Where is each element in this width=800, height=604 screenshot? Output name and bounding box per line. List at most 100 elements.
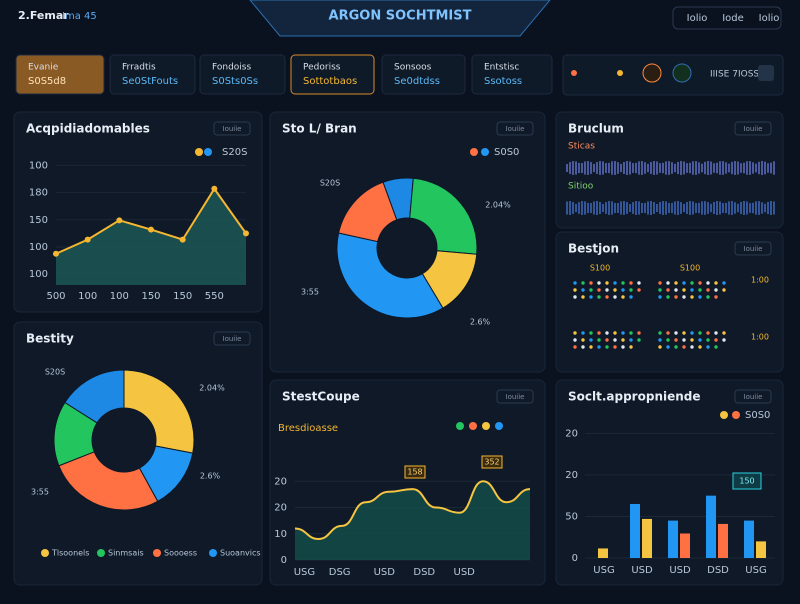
dot: [674, 338, 678, 342]
dot: [589, 281, 593, 285]
bar: [598, 548, 608, 558]
dot: [637, 331, 641, 335]
dot: [690, 288, 694, 292]
dot: [629, 295, 633, 299]
dot: [706, 331, 710, 335]
status-label: IIISE 7IOSSE: [710, 70, 765, 80]
dot: [597, 288, 601, 292]
legend-swatch: [456, 422, 464, 430]
panel-button[interactable]: [734, 389, 772, 404]
kpi-card[interactable]: [290, 54, 375, 95]
dot: [637, 281, 641, 285]
header-button[interactable]: Iolio: [759, 13, 780, 24]
status-dot: [571, 70, 577, 76]
dot-label: S100: [590, 264, 610, 273]
dot: [698, 281, 702, 285]
segment-label: S20S: [45, 368, 65, 377]
panel-button-label: Iouiie: [506, 125, 525, 133]
panel: [269, 111, 546, 373]
kpi-value: S0S5d8: [28, 76, 66, 87]
segment-label: 2.04%: [199, 384, 225, 393]
kpi-label: Frradtis: [122, 63, 156, 73]
status-icon[interactable]: [642, 63, 662, 83]
dot: [714, 295, 718, 299]
callout: [404, 465, 426, 479]
legend-label: S0S0: [745, 410, 770, 421]
panel-button[interactable]: [213, 121, 251, 136]
dot: [573, 288, 577, 292]
bar: [718, 523, 728, 558]
kpi-label: Fondoiss: [212, 63, 251, 73]
dot: [621, 345, 625, 349]
dot-label: S100: [680, 264, 700, 273]
dot: [698, 288, 702, 292]
dot: [658, 281, 662, 285]
dot: [682, 281, 686, 285]
callout: [481, 455, 503, 469]
dot: [674, 345, 678, 349]
kpi-card[interactable]: [109, 54, 196, 95]
dot: [722, 331, 726, 335]
panel-button[interactable]: [496, 121, 534, 136]
dot: [690, 295, 694, 299]
dot: [690, 331, 694, 335]
dot: [658, 288, 662, 292]
y-tick-label: 10: [274, 529, 287, 540]
panel-button[interactable]: [496, 389, 534, 404]
kpi-label: Pedoriss: [303, 63, 341, 73]
dot: [706, 295, 710, 299]
x-tick-label: 500: [46, 291, 65, 302]
bar: [680, 533, 690, 558]
point: [53, 250, 59, 257]
point: [211, 185, 218, 192]
kpi-value: Ssotoss: [484, 76, 522, 87]
status-button[interactable]: [758, 65, 774, 81]
dot: [666, 295, 670, 299]
dot: [666, 331, 670, 335]
panel-button[interactable]: [213, 331, 251, 346]
dot: [666, 288, 670, 292]
kpi-label: Entstisc: [484, 63, 519, 73]
dot: [658, 345, 662, 349]
donut-segment: [336, 232, 444, 319]
legend-swatch: [195, 148, 203, 156]
dot: [674, 331, 678, 335]
legend-label: Suoanvics: [220, 549, 261, 558]
panel-button-label: Iouiie: [223, 125, 242, 133]
x-tick-label: 100: [78, 291, 97, 302]
panel-button-label: Iouiie: [223, 335, 242, 343]
dot: [621, 295, 625, 299]
band-label: Sticas: [568, 142, 595, 152]
donut-segment: [409, 177, 478, 255]
dot: [629, 281, 633, 285]
kpi-card[interactable]: [381, 54, 466, 95]
dot: [658, 295, 662, 299]
legend-label: Sinmsais: [108, 549, 144, 558]
title-tab: [249, 0, 551, 37]
segment-label: 2.04%: [485, 201, 511, 210]
panel-button[interactable]: [734, 121, 772, 136]
x-tick-label: USD: [454, 567, 476, 578]
dot: [637, 288, 641, 292]
y-tick-label: 20: [274, 476, 287, 487]
status-dot: [617, 70, 623, 76]
x-tick-label: USG: [294, 567, 315, 578]
legend-swatch: [470, 148, 478, 156]
y-tick-label: 100: [29, 269, 48, 280]
kpi-card[interactable]: [15, 54, 105, 95]
band-label: Sitioo: [568, 182, 594, 192]
legend-swatch: [153, 549, 161, 557]
segment-label: 2.6%: [200, 472, 221, 481]
header-button[interactable]: Iolio: [687, 13, 708, 24]
button-group: [672, 6, 782, 30]
kpi-card[interactable]: [471, 54, 553, 95]
panel-button-label: Iouiie: [744, 245, 763, 253]
panel-button[interactable]: [734, 241, 772, 256]
kpi-value: Se0StFouts: [122, 76, 178, 87]
dot: [706, 288, 710, 292]
area: [56, 188, 246, 285]
kpi-card[interactable]: [199, 54, 286, 95]
status-icon[interactable]: [672, 63, 692, 83]
dot: [674, 295, 678, 299]
header-button[interactable]: Iode: [722, 13, 744, 24]
